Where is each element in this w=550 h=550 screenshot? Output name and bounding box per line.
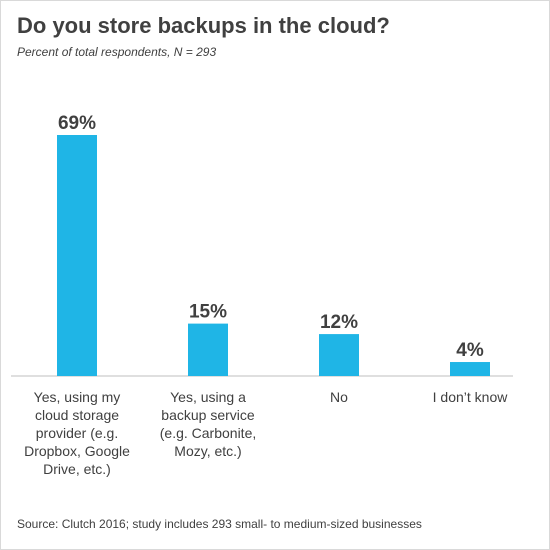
bar (188, 323, 228, 376)
category-label: Yes, using a backup service (e.g. Carbonit… (143, 388, 273, 460)
bar (450, 362, 490, 376)
category-label: I don’t know (405, 388, 535, 406)
data-label: 15% (189, 302, 227, 323)
data-label: 4% (456, 340, 484, 361)
data-label: 69% (58, 113, 96, 134)
category-label-line: Yes, using a (170, 389, 246, 405)
source-note: Source: Clutch 2016; study includes 293 … (17, 517, 422, 531)
data-label: 12% (320, 312, 358, 333)
chart-subtitle: Percent of total respondents, N = 293 (17, 45, 217, 59)
category-label-line: Mozy, etc.) (174, 443, 242, 459)
chart-title: Do you store backups in the cloud? (17, 13, 390, 38)
bar (57, 135, 97, 376)
category-label-line: backup service (161, 407, 255, 423)
category-label-line: Drive, etc.) (43, 461, 111, 477)
category-label-line: cloud storage (34, 407, 120, 423)
category-label-line: No (330, 389, 348, 405)
category-label: No (274, 388, 404, 406)
category-label-line: Yes, using my (33, 389, 121, 405)
category-label-line: I don’t know (432, 389, 508, 405)
category-label: Yes, using my cloud storage provider (e.g.… (12, 388, 142, 478)
bar (319, 334, 359, 376)
category-label-line: provider (e.g. (35, 425, 119, 441)
category-label-line: Dropbox, Google (24, 443, 130, 459)
category-label-line: (e.g. Carbonite, (159, 425, 257, 441)
